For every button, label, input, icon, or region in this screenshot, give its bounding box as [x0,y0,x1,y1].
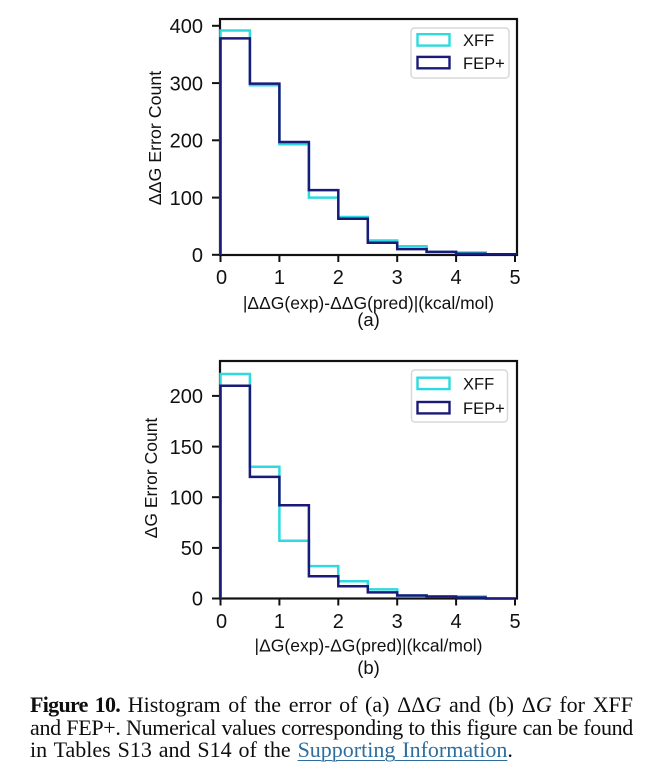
svg-text:150: 150 [170,437,203,459]
svg-text:2: 2 [333,611,344,633]
svg-text:4: 4 [451,267,462,289]
svg-text:0: 0 [216,611,227,633]
svg-text:(b): (b) [357,657,380,678]
svg-text:ΔΔG Error Count: ΔΔG Error Count [145,71,165,205]
svg-text:|ΔG(exp)-ΔG(pred)|(kcal/mol): |ΔG(exp)-ΔG(pred)|(kcal/mol) [255,636,483,656]
svg-text:|ΔΔG(exp)-ΔΔG(pred)|(kcal/mol): |ΔΔG(exp)-ΔΔG(pred)|(kcal/mol) [243,293,494,313]
svg-text:200: 200 [170,131,203,153]
svg-text:ΔG Error Count: ΔG Error Count [141,418,161,539]
svg-text:300: 300 [170,73,203,95]
svg-text:2: 2 [333,267,344,289]
svg-text:3: 3 [392,611,403,633]
svg-text:5: 5 [509,611,520,633]
svg-text:XFF: XFF [463,375,494,393]
svg-text:XFF: XFF [463,32,494,50]
svg-text:200: 200 [170,386,203,408]
svg-text:0: 0 [192,589,203,611]
svg-text:3: 3 [392,267,403,289]
svg-text:0: 0 [192,245,203,267]
svg-text:1: 1 [274,611,285,633]
svg-text:100: 100 [170,487,203,509]
svg-text:0: 0 [216,267,227,289]
svg-text:100: 100 [170,188,203,210]
svg-text:FEP+: FEP+ [463,400,505,418]
svg-text:50: 50 [181,538,203,560]
svg-text:5: 5 [509,267,520,289]
svg-text:FEP+: FEP+ [463,55,505,73]
svg-text:4: 4 [451,611,462,633]
svg-text:(a): (a) [357,309,380,330]
svg-text:400: 400 [170,16,203,38]
svg-text:1: 1 [274,267,285,289]
